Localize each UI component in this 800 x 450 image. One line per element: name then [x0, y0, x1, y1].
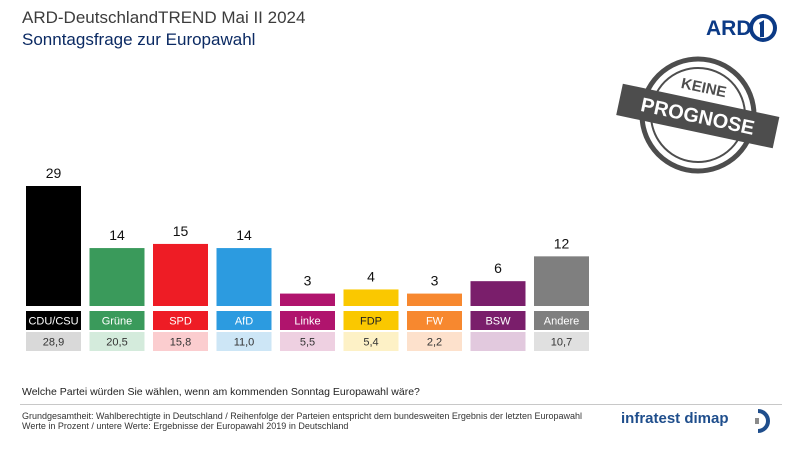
bar-spd	[153, 243, 208, 306]
chart-subtitle: Sonntagsfrage zur Europawahl	[22, 30, 256, 49]
prev-box-afd	[216, 332, 272, 351]
bar-bsw	[470, 281, 526, 306]
party-label-fdp: FDP	[360, 316, 382, 328]
prev-value-spd: 15,8	[170, 337, 191, 349]
party-label-gr-ne: Grüne	[102, 316, 133, 328]
value-label-fw: 3	[431, 273, 439, 289]
footer-divider	[20, 404, 782, 405]
ard-one-icon	[749, 14, 777, 42]
bar-afd	[216, 248, 272, 306]
party-box-afd	[216, 311, 272, 330]
bar-linke	[280, 293, 335, 306]
prev-value-fw: 2,2	[427, 337, 442, 349]
prev-box-bsw	[470, 332, 526, 351]
value-label-spd: 15	[173, 223, 189, 239]
bar-fdp	[343, 289, 399, 306]
value-label-bsw: 6	[494, 260, 502, 276]
prev-value-gr-ne: 20,5	[106, 337, 127, 349]
bar-chart: 29 CDU/CSU 28,9 14 Grüne 20,5 15 SPD 15,8 14 AfD 11…	[26, 165, 589, 351]
party-box-spd	[153, 311, 208, 330]
party-label-andere: Andere	[544, 316, 579, 328]
prev-box-gr-ne	[89, 332, 145, 351]
prev-value-afd: 11,0	[234, 337, 255, 349]
value-label-gr-ne: 14	[109, 227, 125, 243]
party-box-fdp	[343, 311, 399, 330]
bar-gr-ne	[89, 248, 145, 306]
party-box-bsw	[470, 311, 526, 330]
party-label-fw: FW	[426, 316, 444, 328]
party-box-andere	[534, 311, 589, 330]
party-label-linke: Linke	[294, 316, 320, 328]
ard-logo: ARD	[706, 14, 777, 42]
prev-value-linke: 5,5	[300, 337, 315, 349]
party-box-cdu-csu	[26, 311, 81, 330]
ard-logo-text: ARD	[706, 17, 752, 40]
party-box-fw	[407, 311, 462, 330]
footnote-population: Grundgesamtheit: Wahlberechtigte in Deut…	[22, 411, 582, 421]
prev-box-linke	[280, 332, 335, 351]
prev-value-cdu-csu: 28,9	[43, 337, 64, 349]
prev-box-cdu-csu	[26, 332, 81, 351]
value-label-andere: 12	[554, 235, 570, 251]
value-label-afd: 14	[236, 227, 252, 243]
prev-box-spd	[153, 332, 208, 351]
question-text: Welche Partei würden Sie wählen, wenn am…	[22, 386, 420, 398]
prev-box-fdp	[343, 332, 399, 351]
party-label-cdu-csu: CDU/CSU	[28, 316, 78, 328]
prev-value-andere: 10,7	[551, 337, 572, 349]
no-forecast-stamp: KEINE PROGNOSE	[616, 56, 780, 174]
party-label-spd: SPD	[169, 316, 192, 328]
party-box-gr-ne	[89, 311, 145, 330]
footnote-values: Werte in Prozent / untere Werte: Ergebni…	[22, 421, 349, 431]
value-label-cdu-csu: 29	[46, 165, 62, 181]
bar-fw	[407, 293, 462, 306]
prev-value-fdp: 5,4	[363, 337, 378, 349]
bar-cdu-csu	[26, 186, 81, 306]
value-label-linke: 3	[304, 273, 312, 289]
infratest-logo-icon	[755, 409, 770, 433]
bar-andere	[534, 256, 589, 306]
party-box-linke	[280, 311, 335, 330]
value-label-fdp: 4	[367, 268, 375, 284]
prev-box-fw	[407, 332, 462, 351]
prev-box-andere	[534, 332, 589, 351]
chart-title: ARD-DeutschlandTREND Mai II 2024	[22, 8, 306, 27]
party-label-bsw: BSW	[485, 316, 511, 328]
infratest-logo-text: infratest dimap	[621, 410, 729, 427]
party-label-afd: AfD	[235, 316, 253, 328]
